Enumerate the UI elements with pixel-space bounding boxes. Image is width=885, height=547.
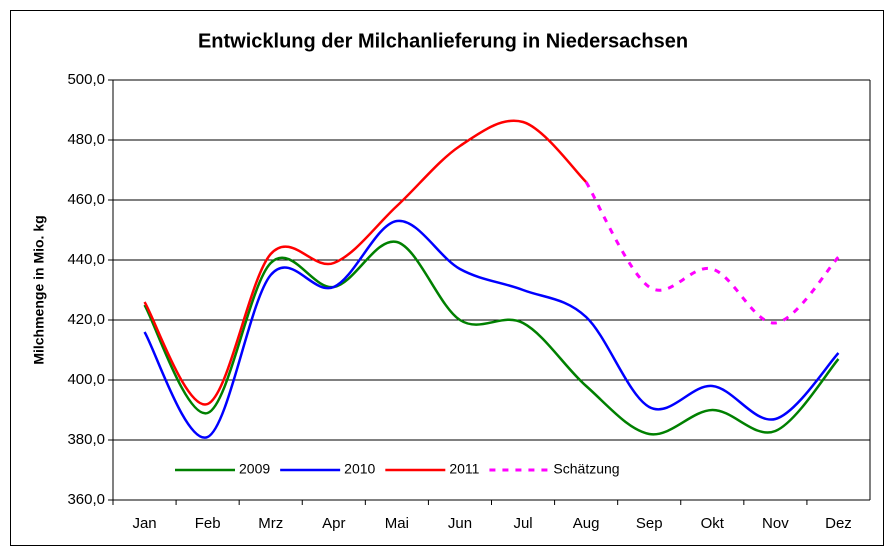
- y-tick-label: 360,0: [67, 491, 105, 508]
- legend-label: 2010: [344, 461, 375, 477]
- x-tick-label: Jan: [132, 515, 156, 532]
- x-tick-label: Mrz: [258, 515, 283, 532]
- legend-label: 2009: [239, 461, 270, 477]
- x-tick-label: Nov: [762, 515, 789, 532]
- legend-label: 2011: [449, 461, 479, 477]
- x-tick-label: Apr: [322, 515, 345, 532]
- series-line: [143, 119, 587, 406]
- y-axis-label: Milchmenge in Mio. kg: [31, 215, 47, 364]
- y-tick-label: 460,0: [67, 191, 105, 208]
- y-tick-label: 420,0: [67, 311, 105, 328]
- x-tick-label: Jul: [513, 515, 532, 532]
- x-tick-label: Okt: [701, 515, 725, 532]
- series-line: [143, 219, 840, 439]
- y-tick-label: 500,0: [67, 71, 105, 88]
- x-tick-label: Sep: [636, 515, 663, 532]
- chart-frame: [10, 10, 884, 546]
- legend-label: Schätzung: [553, 461, 619, 477]
- x-tick-label: Dez: [825, 515, 852, 532]
- x-tick-label: Mai: [385, 515, 409, 532]
- series-line: [143, 240, 840, 436]
- y-tick-label: 400,0: [67, 371, 105, 388]
- y-tick-label: 380,0: [67, 431, 105, 448]
- x-tick-label: Jun: [448, 515, 472, 532]
- series-line: [584, 181, 840, 325]
- x-tick-label: Aug: [573, 515, 600, 532]
- x-tick-label: Feb: [195, 515, 221, 532]
- chart-title: Entwicklung der Milchanlieferung in Nied…: [198, 30, 688, 52]
- y-tick-label: 440,0: [67, 251, 105, 268]
- y-tick-label: 480,0: [67, 131, 105, 148]
